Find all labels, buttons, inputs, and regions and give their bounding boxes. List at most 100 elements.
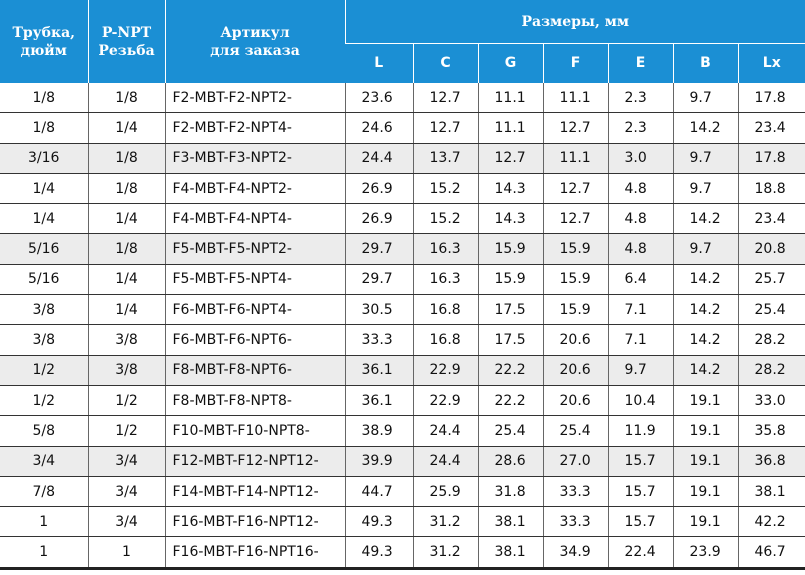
table-row: 3/8 1/4 F6-MBT-F6-NPT4- 30.5 16.8 17.5 15.9 7.1…	[0, 294, 805, 326]
table-cell: 23.4	[737, 112, 805, 144]
header-line: Резьба	[98, 42, 155, 59]
table-cell: 31.2	[412, 506, 478, 538]
table-cell: 19.1	[672, 476, 738, 508]
table-cell: 9.7	[672, 173, 738, 205]
table-cell: 14.2	[672, 203, 738, 235]
table-cell: 49.3	[344, 506, 413, 538]
table-cell: 1/8	[0, 112, 88, 144]
table-header: Трубка, дюйм P-NPT Резьба Артикул для заказа Р…	[0, 0, 805, 83]
table-cell: 19.1	[672, 506, 738, 538]
table-cell: 2.3	[607, 112, 673, 144]
table-cell: F8-MBT-F8-NPT8-	[164, 385, 345, 417]
table-row: 5/8 1/2 F10-MBT-F10-NPT8- 38.9 24.4 25.4 25.4 1…	[0, 415, 805, 447]
table-cell: 10.4	[607, 385, 673, 417]
table-cell: 9.7	[672, 83, 738, 114]
table-row: 1 1 F16-MBT-F16-NPT16- 49.3 31.2 38.1 34.9 22.4…	[0, 536, 805, 570]
table-cell: 1/8	[0, 83, 88, 114]
table-cell: 3/4	[87, 506, 165, 538]
table-cell: 1/2	[87, 385, 165, 417]
table-cell: 16.3	[412, 264, 478, 296]
table-cell: 3/4	[87, 476, 165, 508]
table-cell: F4-MBT-F4-NPT2-	[164, 173, 345, 205]
table-cell: 16.8	[412, 294, 478, 326]
table-cell: 1/2	[87, 415, 165, 447]
table-cell: 7.1	[607, 324, 673, 356]
table-cell: 5/8	[0, 415, 88, 447]
header-cell: L	[345, 42, 413, 83]
table-cell: 30.5	[344, 294, 413, 326]
table-row: 1/8 1/8 F2-MBT-F2-NPT2- 23.6 12.7 11.1 11.1 2.3…	[0, 83, 805, 114]
table-cell: 3.0	[607, 143, 673, 174]
table-cell: 1/4	[0, 173, 88, 205]
table-cell: 1/2	[0, 385, 88, 417]
table-cell: 3/4	[87, 446, 165, 477]
table-cell: 14.2	[672, 264, 738, 296]
table-cell: 20.6	[542, 385, 608, 417]
table-cell: 28.2	[737, 355, 805, 386]
header-cell: E	[607, 42, 673, 83]
table-cell: 1	[0, 506, 88, 538]
table-cell: 6.4	[607, 264, 673, 296]
table-cell: 16.8	[412, 324, 478, 356]
table-cell: 14.2	[672, 355, 738, 386]
table-cell: 3/16	[0, 143, 88, 174]
table-cell: F10-MBT-F10-NPT8-	[164, 415, 345, 447]
table-cell: F5-MBT-F5-NPT2-	[164, 233, 345, 265]
table-cell: F12-MBT-F12-NPT12-	[164, 446, 345, 477]
header-cell: F	[542, 42, 608, 83]
table-cell: 38.1	[737, 476, 805, 508]
table-row: 1/4 1/8 F4-MBT-F4-NPT2- 26.9 15.2 14.3 12.7 4.8…	[0, 173, 805, 205]
table-cell: 1/2	[0, 355, 88, 386]
table-cell: 12.7	[542, 203, 608, 235]
table-cell: 39.9	[344, 446, 413, 477]
table-cell: 23.9	[672, 536, 738, 570]
header-line: Трубка,	[12, 24, 76, 41]
table-cell: 3/8	[0, 324, 88, 356]
table-cell: 25.9	[412, 476, 478, 508]
table-cell: 23.4	[737, 203, 805, 235]
header-cell: C	[412, 42, 478, 83]
table-cell: 11.1	[477, 83, 543, 114]
table-cell: F8-MBT-F8-NPT6-	[164, 355, 345, 386]
table-cell: 29.7	[344, 264, 413, 296]
table-cell: 35.8	[737, 415, 805, 447]
table-cell: 20.8	[737, 233, 805, 265]
table-cell: 3/8	[87, 355, 165, 386]
table-cell: F6-MBT-F6-NPT6-	[164, 324, 345, 356]
table-cell: 23.6	[344, 83, 413, 114]
table-cell: 15.7	[607, 476, 673, 508]
table-cell: 26.9	[344, 173, 413, 205]
header-line: дюйм	[20, 42, 67, 59]
table-cell: 33.3	[344, 324, 413, 356]
table-cell: 15.9	[542, 294, 608, 326]
table-cell: 49.3	[344, 536, 413, 570]
table-row: 1/2 3/8 F8-MBT-F8-NPT6- 36.1 22.9 22.2 20.6 9.7…	[0, 355, 805, 386]
table-cell: 1/8	[87, 83, 165, 114]
table-cell: 2.3	[607, 83, 673, 114]
table-cell: 33.3	[542, 506, 608, 538]
table-cell: 14.2	[672, 112, 738, 144]
table-cell: 15.9	[542, 264, 608, 296]
table-cell: 15.7	[607, 446, 673, 477]
table-cell: 24.6	[344, 112, 413, 144]
table-cell: F2-MBT-F2-NPT2-	[164, 83, 345, 114]
table-cell: 5/16	[0, 264, 88, 296]
table-cell: 14.2	[672, 294, 738, 326]
table-cell: 12.7	[477, 143, 543, 174]
table-row: 5/16 1/4 F5-MBT-F5-NPT4- 29.7 16.3 15.9 15.9 6.…	[0, 264, 805, 296]
table-cell: 3/8	[0, 294, 88, 326]
table-cell: F16-MBT-F16-NPT16-	[164, 536, 345, 570]
table-cell: 1/4	[87, 112, 165, 144]
header-cell: Размеры, мм	[344, 0, 805, 43]
table-cell: 28.6	[477, 446, 543, 477]
table-cell: 29.7	[344, 233, 413, 265]
table-cell: 25.4	[737, 294, 805, 326]
table-cell: 12.7	[542, 173, 608, 205]
table-cell: 17.5	[477, 324, 543, 356]
table-cell: 11.1	[477, 112, 543, 144]
table-cell: 15.9	[477, 233, 543, 265]
table-row: 1/4 1/4 F4-MBT-F4-NPT4- 26.9 15.2 14.3 12.7 4.8…	[0, 203, 805, 235]
table-cell: 31.2	[412, 536, 478, 570]
